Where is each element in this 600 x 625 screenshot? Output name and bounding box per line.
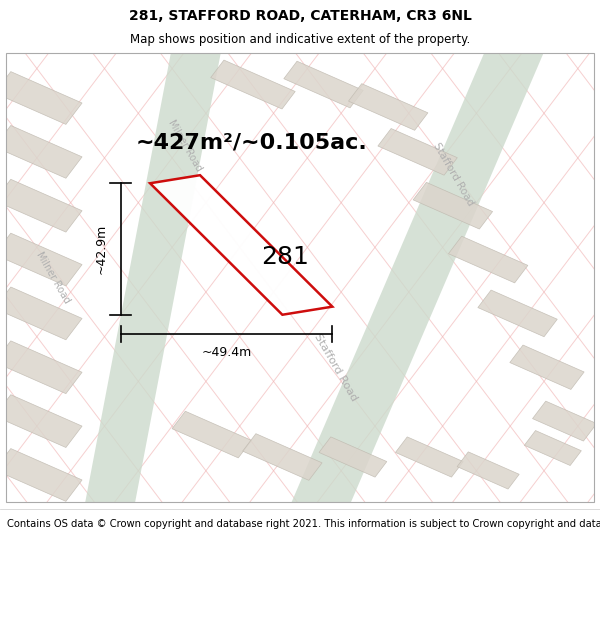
Polygon shape <box>0 395 82 448</box>
Polygon shape <box>510 345 584 389</box>
Text: 281, STAFFORD ROAD, CATERHAM, CR3 6NL: 281, STAFFORD ROAD, CATERHAM, CR3 6NL <box>128 9 472 23</box>
Text: Stafford Road: Stafford Road <box>431 141 475 208</box>
Polygon shape <box>0 287 82 340</box>
Polygon shape <box>0 449 82 501</box>
Text: Milner Road: Milner Road <box>34 250 72 305</box>
Text: ~42.9m: ~42.9m <box>95 224 108 274</box>
Text: ~427m²/~0.105ac.: ~427m²/~0.105ac. <box>136 133 367 153</box>
Polygon shape <box>319 437 387 477</box>
Text: ~49.4m: ~49.4m <box>202 346 251 359</box>
Polygon shape <box>457 452 519 489</box>
Polygon shape <box>0 179 82 232</box>
Polygon shape <box>0 341 82 394</box>
Polygon shape <box>82 28 224 527</box>
Polygon shape <box>0 72 82 124</box>
Text: Contains OS data © Crown copyright and database right 2021. This information is : Contains OS data © Crown copyright and d… <box>7 519 600 529</box>
Text: Stafford Road: Stafford Road <box>312 332 359 402</box>
Text: Map shows position and indicative extent of the property.: Map shows position and indicative extent… <box>130 32 470 46</box>
Text: 281: 281 <box>262 245 309 269</box>
Polygon shape <box>413 182 493 229</box>
Polygon shape <box>0 233 82 286</box>
Polygon shape <box>533 401 596 441</box>
Polygon shape <box>150 175 332 315</box>
Polygon shape <box>478 290 557 337</box>
Polygon shape <box>448 236 528 283</box>
Polygon shape <box>395 437 463 477</box>
Polygon shape <box>284 61 363 108</box>
Polygon shape <box>0 126 82 178</box>
Polygon shape <box>378 129 457 175</box>
Text: Milner Road: Milner Road <box>167 118 204 172</box>
Polygon shape <box>524 431 581 466</box>
Polygon shape <box>172 411 251 458</box>
Polygon shape <box>349 84 428 130</box>
Polygon shape <box>242 434 322 481</box>
Polygon shape <box>285 24 550 531</box>
Polygon shape <box>211 60 295 109</box>
